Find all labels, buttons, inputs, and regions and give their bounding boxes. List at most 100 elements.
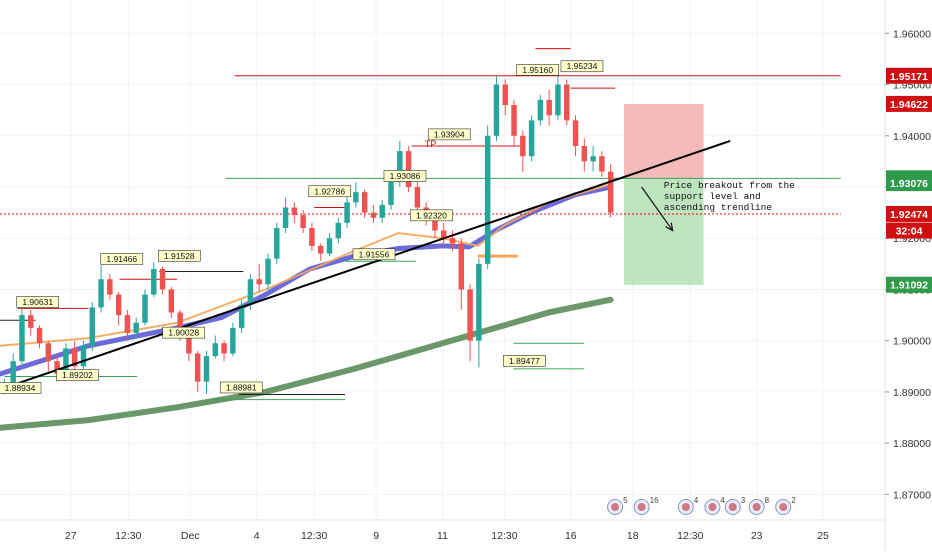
price-point-label-box	[56, 369, 99, 381]
annotation-text: ascending trendline	[664, 202, 773, 213]
price-tag[interactable]: 32:04	[886, 222, 932, 239]
price-point-label-box	[219, 381, 263, 394]
price-point-label-text: 1.89202	[62, 370, 93, 380]
price-point-label: 1.91556	[352, 248, 396, 261]
time-tick-label: 18	[627, 530, 639, 542]
price-point-label: 1.90631	[16, 296, 60, 308]
price-tag[interactable]: 1.95171	[886, 67, 932, 84]
candle-body	[590, 156, 596, 162]
candle-body	[282, 207, 289, 228]
economic-events[interactable]: 5 16 4 4 3 8 2	[607, 496, 797, 515]
price-tag-box	[886, 175, 932, 192]
price-point-label: 1.95160	[516, 64, 560, 76]
price-tick-label: 1.94000	[893, 131, 931, 143]
price-point-label-box	[162, 326, 206, 339]
price-point-label: 1.92786	[308, 185, 352, 198]
price-tag-text: 1.94622	[890, 99, 928, 111]
price-point-label-box	[427, 128, 471, 141]
candle-body	[265, 258, 271, 285]
economic-event-count: 2	[791, 496, 796, 505]
price-point-label-text: 1.95234	[567, 61, 598, 71]
flag-icon-center	[752, 503, 761, 511]
candle-body	[80, 345, 87, 367]
time-tick-label: 9	[373, 530, 379, 542]
price-tag[interactable]: 1.91092	[886, 276, 932, 293]
candle-body	[502, 84, 508, 106]
level-lines	[0, 48, 841, 401]
position-zones	[623, 104, 704, 285]
flag-icon-center	[637, 503, 646, 511]
price-point-label: 1.93904	[427, 128, 471, 141]
candle-body	[405, 151, 412, 187]
economic-event-count: 16	[650, 496, 659, 505]
candle-body	[291, 207, 298, 216]
candle-body	[397, 151, 403, 182]
candle-body	[300, 215, 306, 228]
economic-event-icon[interactable]: 3	[724, 496, 746, 515]
annotation-text: Price breakout from the	[664, 180, 795, 191]
economic-event-icon[interactable]: 4	[704, 496, 726, 515]
take-profit-zone	[623, 178, 704, 285]
economic-event-icon[interactable]: 8	[748, 496, 770, 515]
annotation-text: support level and	[664, 191, 761, 202]
annotation-layer: Price breakout from the support level an…	[641, 180, 795, 232]
price-tag[interactable]: 1.92474	[886, 205, 932, 222]
candle-body	[441, 230, 447, 239]
price-point-label-text: 1.95160	[522, 65, 553, 75]
candle-body	[353, 192, 359, 203]
price-tag-box	[886, 95, 932, 112]
price-point-label: 1.91528	[158, 250, 201, 262]
candle-body	[124, 315, 131, 334]
candle-body	[98, 279, 104, 308]
price-point-label-text: 1.91466	[106, 254, 137, 264]
economic-event-count: 4	[720, 496, 725, 505]
candle-body	[537, 99, 544, 121]
price-tag[interactable]: 1.94622	[886, 95, 932, 112]
ascending-trendline[interactable]	[0, 139, 731, 391]
price-point-label-box	[516, 64, 560, 76]
price-tick-label: 1.89000	[893, 387, 931, 399]
candle-body	[238, 304, 245, 328]
price-tag-text: 1.93076	[890, 178, 928, 190]
price-tag-box	[886, 205, 932, 222]
price-tag[interactable]: 1.93076	[886, 175, 932, 192]
candle-body	[388, 181, 394, 205]
candle-body	[36, 327, 43, 344]
price-point-label-box	[100, 253, 144, 265]
trendline-layer	[0, 139, 731, 391]
flag-icon-center	[779, 503, 788, 511]
price-tick-label: 1.87000	[893, 489, 931, 501]
economic-event-icon[interactable]: 2	[775, 496, 797, 515]
candle-body	[212, 343, 219, 357]
economic-event-icon[interactable]: 5	[607, 496, 629, 515]
candle-body	[511, 105, 517, 136]
flag-icon-center	[611, 503, 620, 511]
candle-body	[186, 333, 192, 354]
price-tag-box	[886, 222, 932, 239]
candle-body	[520, 135, 526, 157]
price-axis[interactable]: 1.960001.950001.940001.930001.920001.910…	[884, 0, 932, 550]
economic-event-icon[interactable]: 4	[677, 496, 699, 515]
economic-event-icon[interactable]: 16	[633, 496, 659, 515]
price-point-label-text: 1.91528	[164, 251, 195, 261]
price-tick-label: 1.96000	[893, 28, 931, 40]
candle-body	[168, 289, 175, 313]
flag-icon-center	[681, 503, 690, 511]
price-point-label-box	[308, 185, 352, 198]
time-tick-label: 12:30	[115, 530, 141, 542]
candle-body	[203, 356, 210, 382]
price-point-labels: 1.90631 1.88934 1.89202 1.91466 1.91528 1.900…	[0, 60, 604, 394]
price-point-label-box	[560, 60, 604, 73]
price-point-label-text: 1.91556	[359, 249, 390, 259]
price-point-label: 1.95234	[560, 60, 604, 73]
price-point-label-box	[503, 355, 546, 367]
candle-body	[546, 99, 552, 116]
moving-average-1	[0, 296, 614, 431]
time-tick-label: 12:30	[677, 530, 703, 542]
time-axis[interactable]: 27 12:30 Dec 4 12:30 9 11 12:30 16 18 12:30 23 25	[0, 519, 885, 542]
candle-body	[335, 222, 342, 239]
candle-body	[493, 84, 500, 136]
